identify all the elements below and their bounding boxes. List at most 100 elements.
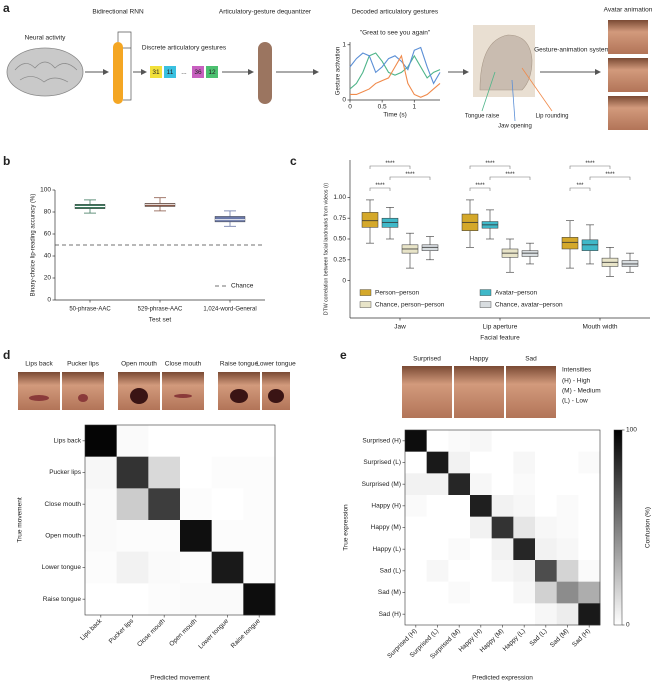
pointer <box>521 67 553 112</box>
heatmap-cell <box>578 495 601 517</box>
heatmap-cell <box>448 560 471 582</box>
y-tick-label: Close mouth <box>45 501 82 508</box>
heatmap-cell <box>448 430 471 452</box>
y-tick-label: Surprised (L) <box>363 459 401 466</box>
photo <box>454 366 504 418</box>
heatmap-cell <box>513 603 536 626</box>
series-label: Lip rounding <box>535 114 568 120</box>
heatmap-cell <box>578 516 601 539</box>
heatmap-cell <box>513 516 536 539</box>
legend-entry: (H) - High <box>562 378 591 385</box>
box <box>561 237 579 250</box>
label: Bidirectional RNN <box>92 9 144 16</box>
heatmap-cell <box>470 538 492 561</box>
heatmap-cell <box>85 583 117 616</box>
series-label: Tongue raise <box>465 114 500 120</box>
image-label: Pucker lips <box>67 361 100 368</box>
significance-bracket <box>469 165 511 169</box>
heatmap-cell <box>491 451 514 474</box>
significance-bracket <box>489 176 531 180</box>
heatmap-cell <box>180 488 212 521</box>
x-tick-label: 1,024-word-General <box>203 307 256 313</box>
heatmap-cell <box>578 560 601 582</box>
legend-title: Intensities <box>562 367 592 374</box>
significance-bracket <box>469 187 491 191</box>
x-tick-label: Mouth width <box>582 324 617 331</box>
heatmap-cell <box>405 516 427 539</box>
heatmap-cell <box>535 538 557 561</box>
photo <box>506 366 556 418</box>
token <box>206 66 218 78</box>
heatmap-cell <box>535 516 557 539</box>
panel-d-photos <box>18 372 290 410</box>
heatmap-cell <box>116 488 149 521</box>
x-tick-label: 529-phrase-AAC <box>138 307 183 313</box>
heatmap-cell <box>448 516 471 539</box>
heatmap-cell <box>180 425 212 457</box>
heatmap-cell <box>513 581 536 604</box>
y-tick-label: 0 <box>342 277 346 284</box>
heatmap-cell <box>470 495 492 517</box>
series-label: Jaw opening <box>498 124 532 130</box>
heatmap-cell <box>491 603 514 626</box>
y-axis-label: DTW correlation between facial landmarks… <box>323 183 329 316</box>
x-tick-label: 1 <box>412 104 416 111</box>
x-axis-label: Predicted expression <box>472 675 533 682</box>
legend-entry: (M) - Medium <box>562 388 601 395</box>
y-tick-label: Sad (M) <box>378 589 401 596</box>
heatmap-cell <box>116 425 149 457</box>
token-label: 36 <box>194 69 202 76</box>
heatmap-cell <box>85 425 117 457</box>
heatmap-cell <box>180 520 212 552</box>
y-tick-label: Lips back <box>54 438 82 445</box>
token-label: 12 <box>208 69 216 76</box>
y-axis-label: True movement <box>17 497 24 542</box>
heatmap-cell <box>513 560 536 582</box>
label: Gesture-animation system <box>534 47 610 54</box>
heatmap-cell <box>211 583 244 616</box>
heatmap-cell <box>556 495 579 517</box>
label: Discrete articulatory gestures <box>142 45 227 52</box>
box <box>521 250 539 257</box>
photo <box>18 372 60 410</box>
legend-entry: (L) - Low <box>562 398 588 405</box>
token <box>150 66 162 78</box>
pointer <box>481 71 496 112</box>
panel-a-diagram: Neural activity Bidirectional RNN 31 11 … <box>6 7 653 130</box>
y-tick-label: Happy (M) <box>371 524 401 531</box>
x-tick-label: Raise tongue <box>230 617 262 649</box>
token-label: 11 <box>167 69 174 76</box>
photo <box>162 372 204 410</box>
rnn-block <box>113 42 123 104</box>
box <box>421 244 439 251</box>
heatmap-cell <box>556 516 579 539</box>
heatmap-cell <box>243 456 276 489</box>
heatmap-cell <box>426 538 449 561</box>
label: Neural activity <box>25 35 67 42</box>
heatmap-cell <box>180 583 212 616</box>
heatmap-cell <box>556 603 579 626</box>
significance-label: *** <box>576 183 584 189</box>
colorbar-tick-label: 100 <box>626 427 637 434</box>
legend-label: Chance, avatar–person <box>495 301 563 308</box>
y-tick-label: Happy (L) <box>372 546 401 553</box>
heatmap-cell <box>470 581 492 604</box>
box <box>581 239 599 251</box>
x-tick-label: Close mouth <box>136 617 167 648</box>
token-label: ... <box>181 69 187 76</box>
heatmap-cell <box>243 425 276 457</box>
heatmap-cell <box>535 451 557 474</box>
heatmap-cell <box>116 583 149 616</box>
token <box>164 66 176 78</box>
heatmap-cell <box>405 495 427 517</box>
significance-label: **** <box>605 172 615 178</box>
heatmap-cell <box>578 581 601 604</box>
heatmap-cell <box>426 603 449 626</box>
heatmap-cell <box>578 430 601 452</box>
significance-bracket <box>369 165 411 169</box>
image-label: Close mouth <box>165 361 202 368</box>
panel-letter: c <box>290 154 297 168</box>
brain-folds <box>14 61 78 83</box>
significance-bracket <box>589 176 631 180</box>
heatmap-cell <box>426 516 449 539</box>
